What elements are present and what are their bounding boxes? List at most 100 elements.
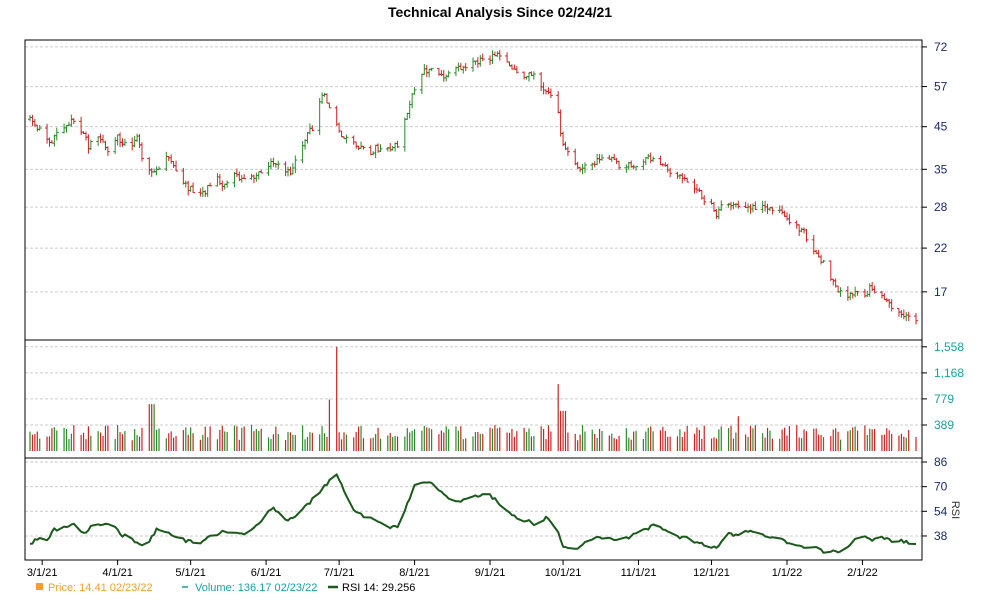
price-bar-up [651,156,656,162]
price-bar-down [901,309,906,320]
price-bar-down [327,102,332,109]
price-bar-down [855,290,860,296]
price-bar-up [733,202,738,208]
price-bar-down [105,146,110,156]
price-bar-down [339,130,344,138]
price-bar-down [697,187,702,193]
price-bar-up [446,70,451,78]
price-bar-up [412,87,417,95]
price-bar-down [899,310,904,318]
price-bar-down [271,157,276,167]
price-bar-up [838,287,843,297]
price-bar-down [208,182,213,187]
price-bar-down [171,160,176,168]
price-bar-up [373,144,378,159]
price-bar-down [147,157,152,175]
price-bar-down [480,53,485,62]
price-bar-down [736,200,741,209]
price-bar-down [614,157,619,164]
price-bar-down [139,142,144,162]
price-bar-up [307,123,312,135]
price-bar-down [787,214,792,225]
price-bar-up [266,161,271,176]
legend-rsi-label: RSI 14: 29.256 [342,582,415,594]
price-bar-down [879,291,884,299]
price-bar-down [882,293,887,301]
price-tick-label: 72 [934,40,948,54]
price-bar-down [354,141,359,149]
x-tick-label: 6/1/21 [251,567,282,579]
price-bar-down [441,69,446,82]
price-bar-up [268,158,273,170]
price-bar-down [694,183,699,194]
legend-price-swatch [36,583,43,590]
price-bar-up [305,132,310,144]
price-bar-down [137,134,142,149]
price-bar-up [904,312,909,322]
volume-tick-label: 779 [934,392,954,406]
price-bar-down [658,155,663,166]
legend-price-label: Price: 14.41 02/23/22 [48,582,153,594]
price-bar-down [186,180,191,196]
price-bar-up [799,227,804,233]
price-bar-down [458,62,463,71]
price-bar-down [668,167,673,178]
price-bar-up [122,138,127,147]
x-tick-label: 7/1/21 [324,567,355,579]
price-bar-down [463,63,468,71]
chart-title: Technical Analysis Since 02/24/21 [388,4,612,20]
price-bar-up [256,171,261,180]
price-bar-down [797,224,802,237]
price-bar-down [544,89,549,95]
x-tick-label: 9/1/21 [475,567,506,579]
price-bar-down [118,132,123,148]
price-bar-down [98,133,103,143]
price-bar-up [320,92,325,105]
volume-tick-label: 1,558 [934,340,964,354]
volume-panel: 1,558 1,168 779 389 [25,339,964,451]
price-bar-down [850,292,855,299]
price-bar-up [249,173,254,180]
price-bar-up [600,154,605,161]
price-bar-down [166,155,171,161]
price-bar-down [35,124,40,132]
price-bar-down [324,93,329,104]
price-bar-down [130,137,135,151]
legend-volume-label: Volume: 136.17 02/23/22 [195,582,317,594]
price-bar-up [719,200,724,212]
price-bar-down [273,162,278,168]
price-bar-down [505,52,510,63]
price-bar-down [914,312,918,325]
plot-frame [24,39,923,561]
price-bar-down [685,177,690,183]
price-bar-up [407,100,412,119]
price-bar-up [88,139,93,151]
price-bar-down [242,174,247,180]
price-bar-up [821,260,826,263]
price-bar-up [69,114,74,127]
price-bar-up [471,57,475,72]
price-bar-up [531,71,536,80]
volume-tick-label: 1,168 [934,366,964,380]
price-bar-up [52,134,57,147]
price-bar-down [558,109,563,137]
price-bar-up [495,51,500,58]
price-tick-label: 22 [934,241,948,255]
price-bar-up [490,50,495,64]
price-bar-up [254,172,259,182]
price-bar-down [86,134,91,154]
price-bar-down [32,118,37,127]
price-bar-up [427,68,432,78]
price-bar-up [444,74,449,82]
price-bar-up [66,121,71,127]
price-bar-down [361,145,366,150]
price-bar-up [456,62,461,72]
price-bar-up [422,63,427,75]
price-bar-up [402,117,407,152]
price-bar-down [283,161,288,177]
price-bar-down [804,228,809,243]
price-bar-down [548,88,553,98]
price-bar-up [225,180,230,188]
